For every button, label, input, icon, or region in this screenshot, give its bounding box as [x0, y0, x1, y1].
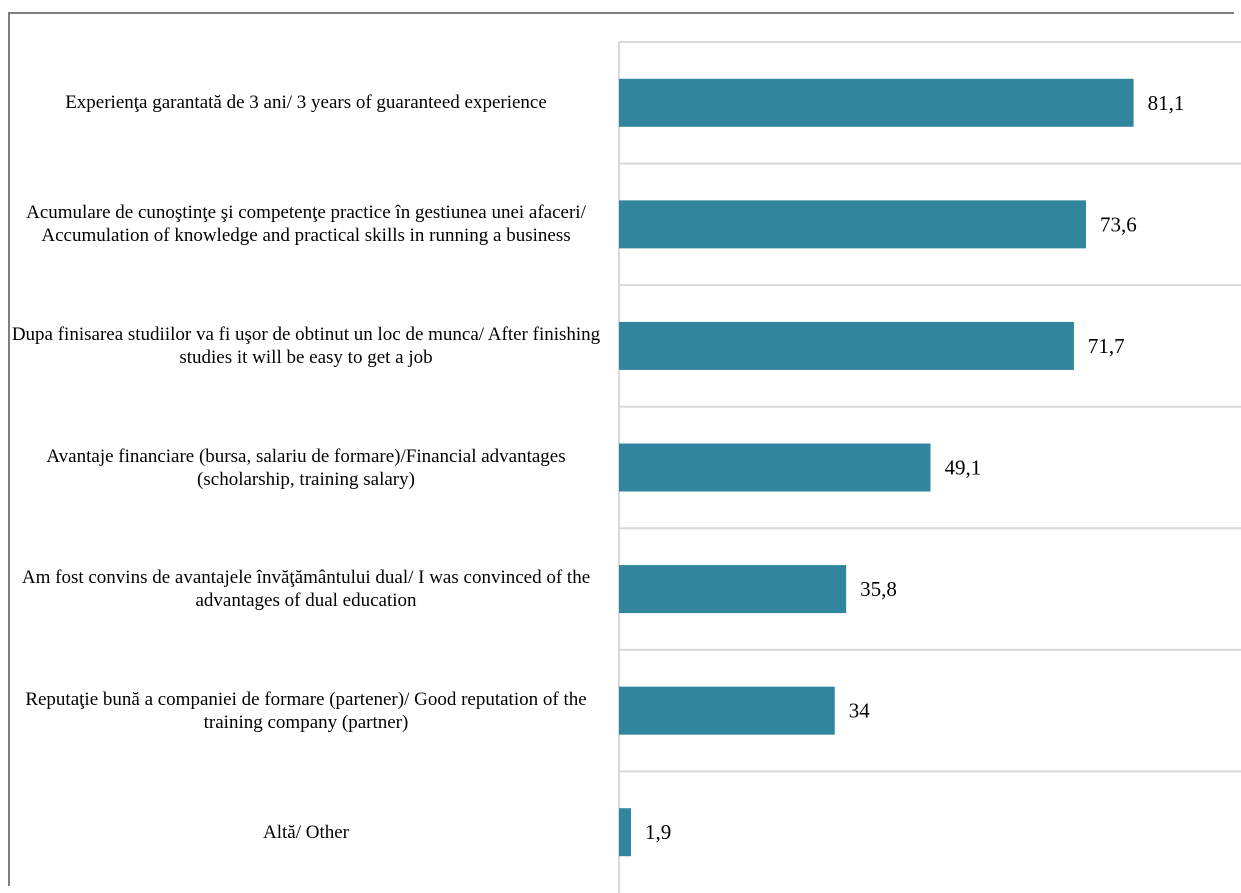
- data-label: 35,8: [860, 577, 897, 601]
- category-label: Dupa finisarea studiilor va fi uşor de o…: [11, 323, 601, 368]
- category-label: Experienţa garantată de 3 ani/ 3 years o…: [65, 92, 547, 114]
- category-label: Acumulare de cunoştinţe şi competenţe pr…: [26, 202, 586, 247]
- data-label: 34: [849, 699, 871, 723]
- data-label: 81,1: [1148, 91, 1185, 115]
- data-label: 1,9: [645, 820, 671, 844]
- category-label: Reputaţie bună a companiei de formare (p…: [25, 688, 587, 733]
- data-label: 73,6: [1100, 212, 1137, 236]
- data-label: 49,1: [945, 456, 982, 480]
- category-label: Altă/ Other: [262, 821, 349, 843]
- bar: [619, 321, 1074, 370]
- bar: [619, 78, 1134, 127]
- bar: [619, 686, 835, 735]
- category-label: Avantaje financiare (bursa, salariu de f…: [46, 445, 566, 490]
- bar: [619, 565, 847, 614]
- bar: [619, 443, 931, 492]
- bar: [619, 200, 1086, 249]
- data-label: 71,7: [1088, 334, 1125, 358]
- chart-frame: [8, 12, 1234, 886]
- category-label: Am fost convins de avantajele învăţământ…: [21, 567, 591, 612]
- bar: [619, 808, 632, 857]
